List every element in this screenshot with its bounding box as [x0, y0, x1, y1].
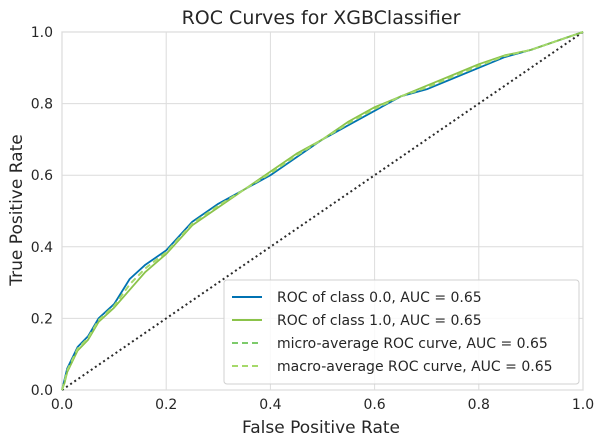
series-line-3: [61, 31, 584, 391]
x-tick-label: 0.6: [363, 397, 385, 413]
y-tick-label: 0.6: [31, 168, 53, 184]
y-tick-label: 0.2: [31, 311, 53, 327]
legend-label-1: ROC of class 1.0, AUC = 0.65: [277, 313, 482, 329]
x-tick-label: 1.0: [572, 397, 594, 413]
y-tick-label: 1.0: [31, 25, 53, 41]
y-axis-label: True Positive Rate: [7, 134, 27, 286]
x-tick-label: 0.2: [155, 397, 177, 413]
x-ticks: 0.0 0.2 0.4 0.6 0.8 1.0: [51, 397, 594, 413]
x-tick-label: 0.4: [259, 397, 281, 413]
series-layer: [61, 31, 584, 391]
chart-title: ROC Curves for XGBClassifier: [182, 7, 461, 29]
x-axis-label: False Positive Rate: [242, 418, 400, 438]
y-ticks: 0.0 0.2 0.4 0.6 0.8 1.0: [31, 25, 53, 399]
legend-label-3: macro-average ROC curve, AUC = 0.65: [277, 359, 553, 375]
x-tick-label: 0.8: [468, 397, 490, 413]
y-tick-label: 0.4: [31, 240, 53, 256]
legend-label-2: micro-average ROC curve, AUC = 0.65: [277, 336, 548, 352]
legend: ROC of class 0.0, AUC = 0.65 ROC of class…: [223, 279, 580, 385]
y-tick-label: 0.0: [31, 383, 53, 399]
grid: [61, 31, 584, 391]
reference-line-layer: [61, 31, 584, 391]
x-tick-label: 0.0: [51, 397, 73, 413]
series-line-1: [61, 31, 584, 391]
reference-diagonal-line: [61, 31, 584, 391]
y-tick-label: 0.8: [31, 97, 53, 113]
legend-box: [223, 279, 580, 385]
legend-label-0: ROC of class 0.0, AUC = 0.65: [277, 290, 482, 306]
